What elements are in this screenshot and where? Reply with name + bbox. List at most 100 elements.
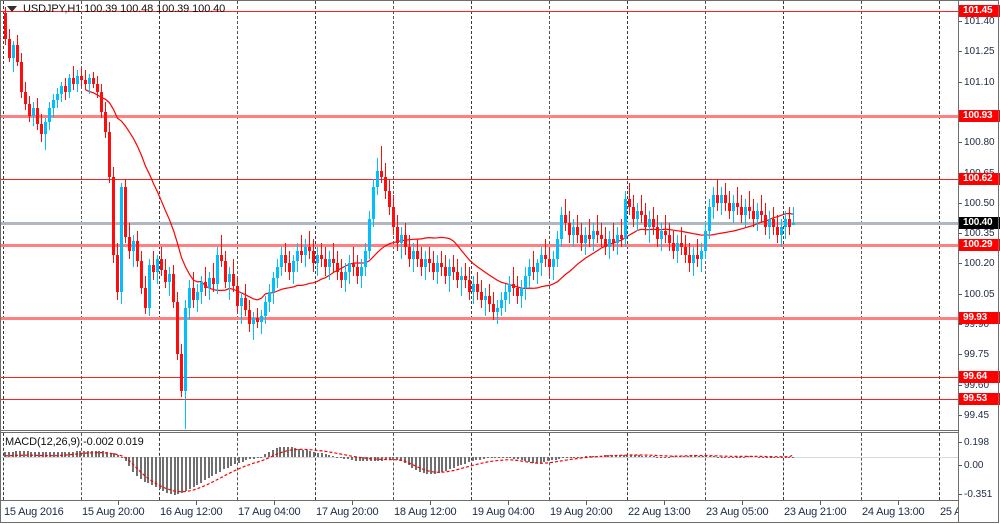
price-level-line	[1, 178, 958, 180]
tick-mark	[959, 21, 962, 23]
candle-body	[600, 235, 603, 240]
macd-signal-path	[4, 448, 794, 493]
time-axis-label: 19 Aug 04:00	[472, 506, 535, 518]
macd-bar	[641, 455, 643, 458]
current-price-badge[interactable]: 100.40	[959, 217, 1000, 230]
macd-bar	[792, 457, 794, 459]
candle-body	[468, 279, 471, 292]
macd-bar	[430, 457, 432, 474]
time-axis-label: 19 Aug 20:00	[550, 506, 613, 518]
macd-bar	[57, 452, 59, 458]
macd-bar	[698, 455, 700, 458]
price-tick: 99.90	[959, 319, 1000, 330]
candle-body	[564, 215, 567, 224]
price-level-badge[interactable]: 99.64	[959, 370, 1000, 383]
candle-body	[724, 194, 727, 203]
time-axis-label: 24 Aug 13:00	[862, 506, 925, 518]
candle-body	[308, 247, 311, 252]
candle-body	[16, 45, 19, 62]
macd-bar	[208, 457, 210, 479]
macd-bar	[113, 453, 115, 458]
macd-bar	[272, 449, 274, 458]
macd-bar	[355, 457, 357, 461]
candle-wick	[45, 118, 46, 151]
macd-bar	[110, 452, 112, 458]
macd-bar	[49, 452, 51, 458]
macd-bar	[770, 456, 772, 458]
macd-label: MACD(12,26,9) -0.002 0.019	[5, 436, 144, 448]
macd-indicator-pane[interactable]: MACD(12,26,9) -0.002 0.019	[1, 433, 958, 500]
macd-bar	[215, 457, 217, 474]
candle-body	[12, 45, 15, 58]
candle-body	[56, 93, 59, 100]
candle-wick	[89, 73, 90, 94]
price-level-line	[1, 115, 958, 119]
grid-line-vertical	[705, 1, 706, 429]
candle-wick	[589, 219, 590, 248]
candle-body	[456, 271, 459, 280]
time-axis[interactable]: 15 Aug 2016 15 Aug 20:00 16 Aug 12:00 17 Au…	[1, 501, 958, 523]
candle-body	[668, 235, 671, 244]
price-tick: 100.20	[959, 258, 1000, 269]
candle-body	[444, 267, 447, 276]
tick-mark	[959, 324, 962, 326]
macd-bar	[739, 456, 741, 458]
candle-body	[144, 287, 147, 308]
macd-bar	[419, 457, 421, 472]
price-level-badge[interactable]: 99.53	[959, 392, 1000, 405]
macd-bar	[483, 457, 485, 459]
grid-line-vertical	[3, 433, 4, 500]
price-tick-label: 100.20	[964, 258, 995, 270]
grid-line-vertical	[861, 433, 862, 500]
candle-body	[492, 303, 495, 312]
tick-mark	[959, 51, 962, 53]
price-scale-axis[interactable]: 101.40101.25101.10100.80100.65100.50100.…	[958, 1, 1000, 523]
macd-bar	[547, 457, 549, 462]
candle-wick	[485, 287, 486, 316]
macd-tick: 0.198	[959, 437, 1000, 448]
time-axis-label: 15 Aug 2016	[4, 506, 64, 518]
macd-bar	[385, 457, 387, 461]
price-chart-pane[interactable]: USDJPY,H1 100.39 100.48 100.39 100.40	[1, 1, 958, 429]
macd-bar	[788, 456, 790, 458]
grid-line-vertical	[705, 433, 706, 500]
chevron-down-icon[interactable]	[7, 6, 17, 12]
candle-body	[644, 215, 647, 228]
macd-bar	[717, 456, 719, 458]
candle-body	[588, 235, 591, 240]
price-tick: 100.35	[959, 228, 1000, 239]
candle-body	[756, 210, 759, 220]
price-level-badge[interactable]: 100.93	[959, 110, 1000, 123]
candle-wick	[497, 299, 498, 324]
macd-bar	[302, 449, 304, 458]
macd-bar	[279, 447, 281, 458]
candle-body	[348, 263, 351, 272]
macd-bar	[521, 457, 523, 461]
macd-bar	[155, 457, 157, 488]
candle-body	[280, 255, 283, 268]
candle-body	[380, 170, 383, 177]
candle-body	[792, 223, 795, 226]
candle-body	[764, 215, 767, 228]
candle-body	[164, 269, 167, 282]
macd-bar	[291, 447, 293, 458]
price-level-badge[interactable]: 100.62	[959, 172, 1000, 185]
candle-wick	[461, 267, 462, 296]
price-level-badge[interactable]: 100.29	[959, 239, 1000, 252]
candle-wick	[545, 239, 546, 268]
candle-body	[48, 108, 51, 123]
macd-bar	[434, 457, 436, 474]
macd-bar	[762, 456, 764, 458]
price-tick-label: 101.25	[964, 46, 995, 58]
macd-bar	[619, 454, 621, 458]
ma-path	[85, 89, 794, 301]
price-tick-label: 99.45	[964, 409, 990, 421]
macd-bar	[528, 457, 530, 463]
macd-bar	[42, 451, 44, 458]
grid-line-vertical	[237, 1, 238, 429]
price-level-badge[interactable]: 99.93	[959, 311, 1000, 324]
macd-bar	[309, 451, 311, 458]
macd-bar	[174, 457, 176, 495]
price-level-badge[interactable]: 101.45	[959, 5, 1000, 18]
candle-body	[360, 267, 363, 276]
